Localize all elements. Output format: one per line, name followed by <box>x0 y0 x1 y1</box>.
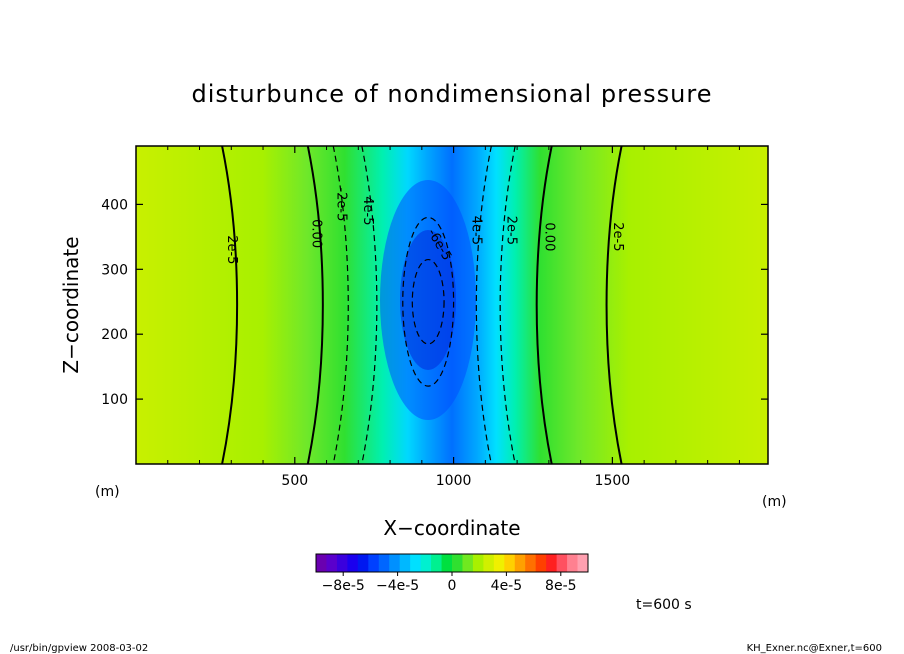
y-tick-label: 100 <box>101 392 128 408</box>
footer-right: KH_Exner.nc@Exner,t=600 <box>747 643 882 654</box>
colorbar <box>315 553 589 573</box>
colorbar-cell <box>441 554 453 572</box>
colorbar-cell <box>316 554 327 572</box>
colorbar-cell <box>336 554 348 572</box>
contour--6e-5 <box>402 216 455 387</box>
colorbar-tick-label: −8e-5 <box>322 578 365 594</box>
colorbar-cell <box>567 554 578 572</box>
x-axis-label: X−coordinate <box>383 516 520 540</box>
colorbar-tick-label: −4e-5 <box>376 578 419 594</box>
contour-label: 2e-5 <box>610 222 625 251</box>
colorbar-tick-label: 8e-5 <box>545 578 576 594</box>
colorbar-cell <box>504 554 516 572</box>
plot-area: 2e-50.00-2e-5 4e-5-6e-5 4e-5 2e-5 0.00 2e-5 <box>136 146 768 464</box>
x-tick-label: 500 <box>281 473 308 489</box>
footer-left: /usr/bin/gpview 2008-03-02 <box>10 643 148 654</box>
contour-left--2e-5 <box>332 146 349 464</box>
colorbar-cell <box>431 554 442 572</box>
contour--8e-5 <box>411 258 445 345</box>
colorbar-cell <box>556 554 568 572</box>
colorbar-cell <box>357 554 369 572</box>
colorbar-tick-label: 0 <box>448 578 457 594</box>
colorbar-cell <box>546 554 558 572</box>
contour-left--4e-5 <box>361 146 378 464</box>
x-axis-ticks: 500 1000 1500 <box>167 146 740 489</box>
colorbar-cell <box>483 554 495 572</box>
plot-frame <box>135 145 769 465</box>
y-axis-ticks: 100 200 300 400 <box>101 197 768 408</box>
y-axis-label: Z−coordinate <box>59 236 83 373</box>
colorbar-cell <box>472 554 484 572</box>
colorbar-cell <box>389 554 401 572</box>
contour-label: 0.00 <box>308 219 323 248</box>
x-axis-unit: (m) <box>762 494 787 510</box>
contour-label: 4e-5 <box>360 196 375 225</box>
colorbar-cell <box>493 554 505 572</box>
contour-lines <box>221 146 623 464</box>
colorbar-cell <box>525 554 537 572</box>
colorbar-cell <box>452 554 463 572</box>
colorbar-cell <box>368 554 380 572</box>
contour-label: -2e-5 <box>334 187 349 221</box>
contour-right-0.00 <box>535 146 553 464</box>
contour-label: 2e-5 <box>504 216 519 245</box>
colorbar-cell <box>410 554 422 572</box>
contour-left-2e-5 <box>221 146 239 464</box>
colorbar-cell <box>535 554 547 572</box>
contour-label: 4e-5 <box>469 216 484 245</box>
colorbar-cell <box>514 554 526 572</box>
contour-right--4e-5 <box>475 146 492 464</box>
contour-right--2e-5 <box>499 146 516 464</box>
colorbar-tick-labels: −8e-5 −4e-5 0 4e-5 8e-5 <box>322 572 577 594</box>
colorbar-cell <box>420 554 432 572</box>
colorbar-cell <box>347 554 359 572</box>
x-tick-label: 1000 <box>436 473 472 489</box>
colorbar-cell <box>577 554 589 572</box>
y-tick-label: 300 <box>101 262 128 278</box>
colorbar-cell <box>399 554 411 572</box>
field-core-inner <box>400 230 456 370</box>
y-tick-label: 200 <box>101 327 128 343</box>
colorbar-tick-label: 4e-5 <box>491 578 522 594</box>
contour-left-0.00 <box>306 146 324 464</box>
contour-label: 0.00 <box>542 222 557 251</box>
y-tick-label: 400 <box>101 197 128 213</box>
contour-right-2e-5 <box>605 146 623 464</box>
x-tick-label: 1500 <box>595 473 631 489</box>
colorbar-cell <box>462 554 474 572</box>
y-axis-unit: (m) <box>95 484 120 500</box>
colorbar-cell <box>378 554 390 572</box>
contour-label: 2e-5 <box>224 235 239 264</box>
colorbar-cell <box>326 554 338 572</box>
chart-title: disturbunce of nondimensional pressure <box>192 80 713 108</box>
time-label: t=600 s <box>636 597 692 613</box>
